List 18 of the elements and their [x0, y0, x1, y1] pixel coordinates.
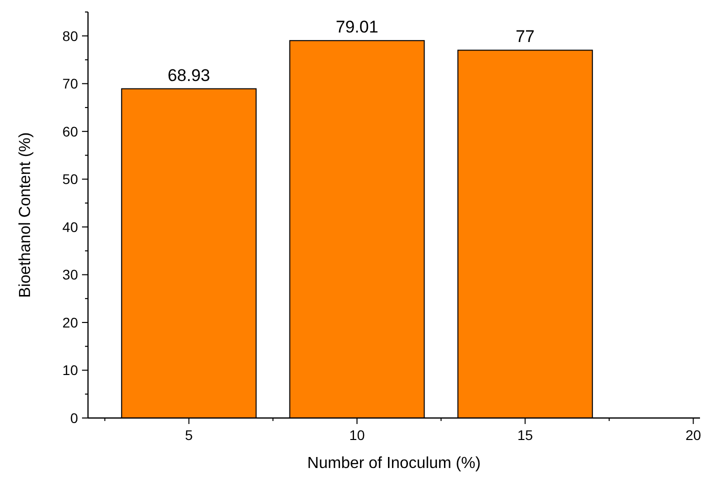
x-axis-title: Number of Inoculum (%)	[307, 455, 481, 472]
y-tick-label: 50	[62, 171, 78, 188]
data-label: 79.01	[336, 18, 378, 37]
y-tick-label: 80	[62, 28, 78, 44]
x-tick-label: 15	[517, 427, 534, 443]
y-tick-label: 0	[70, 410, 78, 426]
y-tick-label: 20	[62, 314, 78, 330]
y-tick-label: 40	[62, 218, 78, 235]
y-tick-label: 60	[62, 123, 78, 140]
data-label: 68.93	[168, 66, 210, 85]
y-axis-title: Bioethanol Content (%)	[17, 132, 34, 298]
y-tick-label: 30	[62, 266, 78, 283]
x-tick-label: 20	[685, 427, 702, 443]
x-tick-label: 5	[184, 427, 193, 443]
y-tick-label: 70	[62, 76, 78, 92]
data-label: 77	[516, 27, 535, 46]
y-tick-label: 10	[62, 362, 78, 378]
x-tick-label: 10	[349, 427, 366, 443]
